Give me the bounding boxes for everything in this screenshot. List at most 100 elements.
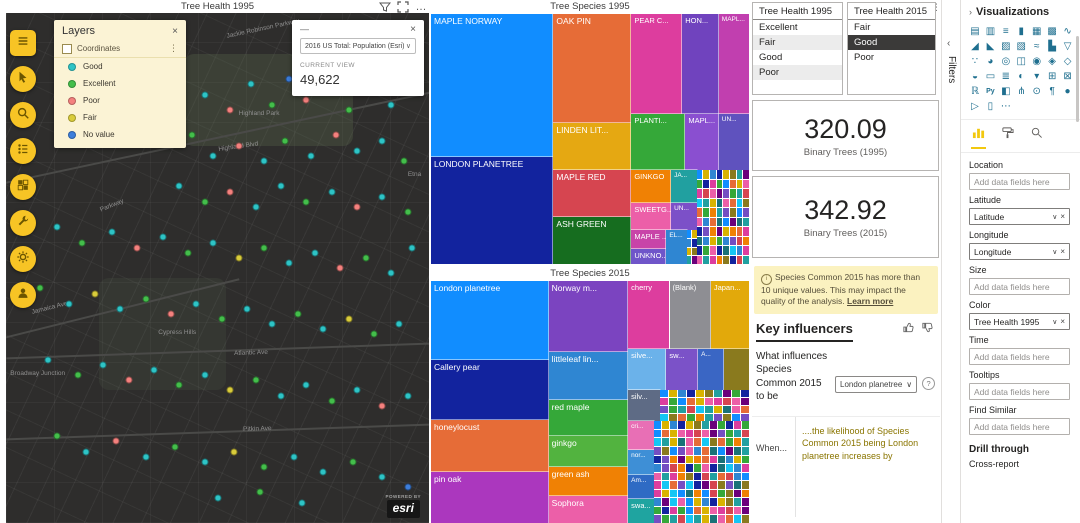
treemap-cell[interactable]: [733, 515, 741, 523]
map-point[interactable]: [281, 137, 289, 144]
treemap-cell[interactable]: [733, 481, 741, 489]
treemap-cell[interactable]: [743, 208, 749, 217]
treemap-cell[interactable]: [677, 421, 685, 429]
treemap-cell[interactable]: [661, 438, 669, 447]
treemap-cell[interactable]: [695, 406, 704, 414]
treemap-cell[interactable]: UN...: [718, 114, 749, 171]
map-point[interactable]: [142, 295, 150, 303]
treemap-cell[interactable]: [677, 398, 686, 406]
treemap-cell[interactable]: PEAR C...: [631, 14, 683, 114]
treemap-cell[interactable]: [713, 406, 722, 414]
treemap-cell[interactable]: [716, 236, 723, 246]
treemap-cell[interactable]: [741, 515, 749, 523]
matrix-icon[interactable]: ⊠: [1063, 70, 1072, 82]
treemap-cell[interactable]: [661, 498, 669, 506]
treemap-cell[interactable]: [709, 429, 717, 438]
field-pill[interactable]: Latitude ∨ ×: [969, 208, 1070, 225]
map-point[interactable]: [404, 392, 412, 399]
treemap-cell[interactable]: HON...: [682, 14, 719, 114]
treemap-cell[interactable]: [669, 515, 677, 523]
treemap-cell[interactable]: [659, 406, 668, 414]
treemap-cell[interactable]: [733, 472, 741, 481]
treemap-cell[interactable]: [685, 489, 693, 498]
100-stacked-column-chart-icon[interactable]: ▩: [1047, 25, 1057, 37]
treemap-cell[interactable]: [661, 429, 669, 438]
treemap-cell[interactable]: [723, 348, 749, 390]
minimize-icon[interactable]: —: [300, 24, 309, 34]
treemap-cell[interactable]: [723, 189, 729, 198]
treemap-cell[interactable]: [723, 227, 729, 236]
treemap-cell[interactable]: [716, 246, 723, 255]
field-dropzone[interactable]: Add data fields here: [969, 383, 1070, 400]
treemap-cell[interactable]: [741, 489, 749, 498]
treemap-cell[interactable]: [729, 236, 736, 246]
treemap-cell[interactable]: [659, 414, 668, 422]
treemap-cell[interactable]: [725, 481, 733, 489]
treemap-cell[interactable]: [741, 429, 749, 438]
treemap-cell[interactable]: [669, 421, 677, 429]
field-dropzone[interactable]: Add data fields here: [969, 348, 1070, 365]
line-stacked-column-chart-icon[interactable]: ▨: [1001, 40, 1011, 52]
map-point[interactable]: [36, 284, 44, 292]
table-icon[interactable]: ⊞: [1047, 70, 1057, 82]
population-dropdown[interactable]: 2016 US Total: Population (Esri) ∨: [300, 38, 416, 54]
treemap-cell[interactable]: [669, 498, 677, 506]
treemap-cell[interactable]: [741, 447, 749, 455]
treemap-cell[interactable]: [723, 208, 729, 217]
map-point[interactable]: [395, 320, 403, 328]
treemap-cell[interactable]: [703, 236, 709, 246]
analytics-tab[interactable]: [1029, 124, 1044, 149]
treemap-cell[interactable]: [717, 464, 725, 472]
treemap-cell[interactable]: [669, 464, 677, 472]
slicer-item[interactable]: Good: [759, 52, 783, 63]
treemap-cell[interactable]: [743, 179, 749, 189]
map-canvas[interactable]: Jackie Robinson Parkway Highland Park High…: [6, 13, 429, 523]
treemap-cell[interactable]: [701, 489, 709, 498]
map-point[interactable]: [125, 376, 133, 384]
treemap-cell[interactable]: [696, 227, 703, 236]
treemap-cell[interactable]: Sophora: [548, 496, 629, 523]
treemap-cell[interactable]: OAK PIN: [553, 14, 632, 123]
treemap-cell[interactable]: [731, 414, 740, 422]
smart-narrative-icon[interactable]: ¶: [1049, 85, 1055, 97]
get-more-visuals-icon[interactable]: ⋯: [1000, 100, 1011, 112]
treemap-cell[interactable]: [653, 506, 661, 515]
treemap-cell[interactable]: [693, 506, 701, 515]
100-stacked-bar-chart-icon[interactable]: ▦: [1031, 25, 1042, 37]
slicer-item[interactable]: Fair: [854, 22, 871, 33]
treemap-cell[interactable]: honeylocust: [431, 420, 549, 473]
treemap-cell[interactable]: [736, 246, 743, 255]
learn-more-link[interactable]: Learn more: [847, 296, 894, 307]
layer-list-button[interactable]: [10, 138, 36, 164]
treemap-cell[interactable]: [741, 438, 749, 447]
treemap-cell[interactable]: [659, 398, 668, 406]
treemap-cell[interactable]: [709, 198, 716, 208]
treemap-cell[interactable]: [716, 208, 723, 217]
field-pill[interactable]: Tree Health 1995 ∨ ×: [969, 313, 1070, 330]
treemap-cell[interactable]: [731, 406, 740, 414]
treemap-cell[interactable]: [743, 198, 749, 208]
map-point[interactable]: [256, 488, 264, 496]
treemap-cell[interactable]: [661, 515, 669, 523]
treemap-cell[interactable]: [653, 438, 661, 447]
treemap-cell[interactable]: [709, 464, 717, 472]
treemap-cell[interactable]: [725, 464, 733, 472]
treemap-cell[interactable]: [693, 429, 701, 438]
map-point[interactable]: [302, 198, 310, 206]
thumbs-down-icon[interactable]: [921, 321, 934, 334]
treemap-cell[interactable]: [661, 472, 669, 481]
treemap-cell[interactable]: [701, 429, 709, 438]
treemap-cell[interactable]: ASH GREEN: [553, 216, 632, 264]
treemap-cell[interactable]: [668, 389, 677, 397]
treemap-cell[interactable]: [677, 498, 685, 506]
treemap-cell[interactable]: [685, 421, 693, 429]
treemap-cell[interactable]: [709, 455, 717, 464]
map-point[interactable]: [311, 249, 319, 257]
treemap-cell[interactable]: [693, 447, 701, 455]
treemap-cell[interactable]: [685, 498, 693, 506]
treemap-cell[interactable]: [709, 489, 717, 498]
map-point[interactable]: [82, 448, 90, 456]
map-point[interactable]: [294, 310, 302, 318]
treemap-cell[interactable]: [703, 179, 709, 189]
treemap-cell[interactable]: [653, 481, 661, 489]
